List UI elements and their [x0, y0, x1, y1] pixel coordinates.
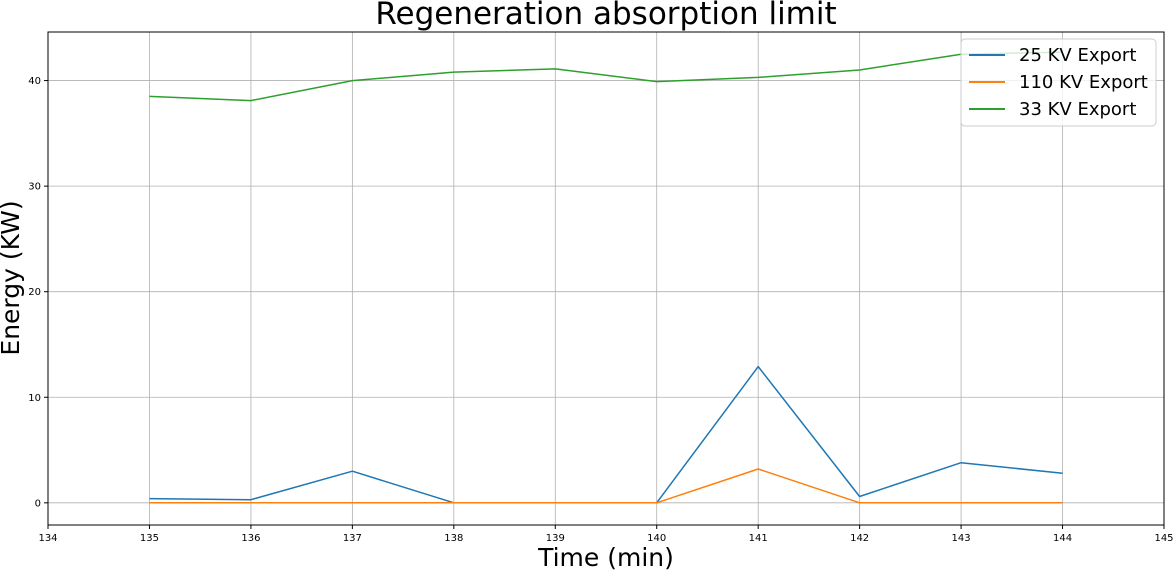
y-tick-label: 0	[35, 498, 41, 509]
legend-label: 33 KV Export	[1019, 99, 1136, 120]
legend: 25 KV Export 110 KV Export 33 KV Export	[960, 38, 1157, 127]
legend-label: 25 KV Export	[1019, 45, 1136, 66]
plot-area	[47, 31, 1165, 526]
x-tick-label: 139	[546, 533, 565, 544]
legend-box	[960, 38, 1157, 127]
series-lines	[149, 51, 1063, 504]
y-tick-label: 20	[28, 287, 41, 298]
x-tick-label: 142	[850, 533, 869, 544]
x-tick-label: 136	[241, 533, 260, 544]
x-tick-label: 135	[140, 533, 159, 544]
x-tick-label: 145	[1154, 533, 1173, 544]
y-axis-ticks: 0 10 20 30 40	[28, 76, 48, 509]
series-line-25-kv-export	[149, 365, 1063, 504]
x-tick-label: 141	[749, 533, 768, 544]
x-tick-label: 144	[1053, 533, 1072, 544]
y-axis-label: Energy (KW)	[0, 200, 25, 355]
legend-label: 110 KV Export	[1019, 72, 1148, 93]
x-tick-label: 138	[444, 533, 463, 544]
x-axis-label: Time (min)	[537, 543, 674, 570]
x-tick-label: 143	[952, 533, 971, 544]
y-tick-label: 10	[28, 393, 41, 404]
x-tick-label: 137	[343, 533, 362, 544]
y-tick-label: 30	[28, 182, 41, 193]
chart-title: Regeneration absorption limit	[375, 0, 836, 32]
x-tick-label: 140	[647, 533, 666, 544]
x-tick-label: 134	[38, 533, 57, 544]
y-tick-label: 40	[28, 76, 41, 87]
series-line-33-kv-export	[149, 51, 1063, 102]
series-line-110-kv-export	[149, 468, 1063, 504]
x-axis-ticks: 134 135 136 137 138 139 140 141 142 143 144 145	[38, 525, 1173, 544]
